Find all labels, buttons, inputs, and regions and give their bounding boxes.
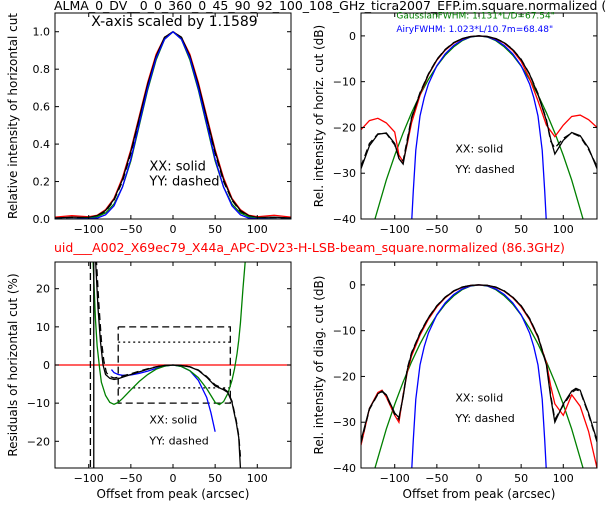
y-tick-label: −40 — [333, 213, 356, 226]
y-axis-label: Residuals of horizontal cut (%) — [6, 273, 20, 456]
x-tick-label: −50 — [425, 223, 448, 236]
x-tick-label: 50 — [208, 223, 222, 236]
series-line-0 — [55, 30, 291, 218]
x-tick-label: −50 — [425, 472, 448, 485]
y-tick-label: 0 — [43, 359, 50, 372]
series-line-4 — [361, 35, 597, 167]
y-tick-label: −30 — [333, 416, 356, 429]
y-tick-label: 0.6 — [33, 101, 51, 114]
series-line-2 — [55, 30, 291, 219]
y-tick-label: 0.8 — [33, 63, 51, 76]
axes-frame — [360, 12, 598, 220]
x-tick-label: 0 — [476, 223, 483, 236]
axes-frame — [360, 261, 598, 469]
series-group — [361, 284, 597, 468]
y-tick-label: −20 — [333, 121, 356, 134]
annotation-text: XX: solid — [149, 159, 206, 174]
series-line-1 — [55, 30, 291, 219]
x-tick-label: 0 — [170, 472, 177, 485]
y-tick-label: −40 — [333, 462, 356, 475]
y-tick-label: −10 — [333, 325, 356, 338]
series-group — [55, 262, 291, 468]
annotation-text: X-axis scaled by 1.1589 — [91, 14, 257, 30]
x-tick-label: −50 — [119, 472, 142, 485]
y-tick-label: 20 — [36, 283, 50, 296]
y-tick-label: −20 — [27, 435, 50, 448]
plot-grid: −100 −50 0 50 1000.00.20.40.60.81.0Relative … — [6, 11, 598, 501]
annotation-text: GaussianFWHM: 1.131*L/D=67.54" — [396, 11, 554, 21]
series-line-3 — [55, 30, 291, 219]
y-axis-label: Rel. intensity of horiz. cut (dB) — [312, 25, 326, 207]
annotation-text: YY: dashed — [148, 174, 219, 189]
y-tick-label: −10 — [333, 76, 356, 89]
x-tick-label: 50 — [514, 472, 528, 485]
x-tick-label: 50 — [514, 223, 528, 236]
x-tick-label: 100 — [247, 223, 268, 236]
annotation-text: XX: solid — [455, 392, 503, 405]
series-line-0 — [374, 35, 584, 219]
y-tick-label: 0.4 — [33, 138, 51, 151]
annotation-text: YY: dashed — [148, 434, 208, 447]
annotation-text: XX: solid — [455, 143, 503, 156]
x-tick-label: 50 — [208, 472, 222, 485]
x-tick-label: −100 — [380, 223, 410, 236]
y-axis-label: Relative intensity of horizontal cut — [6, 13, 20, 219]
figure-mid-title: uid___A002_X69ec79_X44a_APC-DV23-H-LSB-b… — [54, 240, 565, 255]
y-tick-label: 0 — [349, 30, 356, 43]
y-tick-label: −10 — [27, 397, 50, 410]
x-tick-label: −100 — [74, 472, 104, 485]
x-axis-label: Offset from peak (arcsec) — [97, 487, 250, 501]
y-tick-label: 0.0 — [33, 213, 51, 226]
series-line-1 — [411, 35, 547, 219]
series-group — [361, 35, 597, 219]
x-tick-label: −100 — [380, 472, 410, 485]
series-group — [55, 30, 291, 219]
annotation-text: YY: dashed — [454, 163, 514, 176]
series-line-7 — [95, 262, 242, 457]
x-tick-label: 0 — [476, 472, 483, 485]
x-axis-label: Offset from peak (arcsec) — [403, 487, 556, 501]
annotation-text: AiryFWHM: 1.023*L/10.7m=68.48" — [396, 25, 553, 35]
y-tick-label: −30 — [333, 167, 356, 180]
x-tick-label: 0 — [170, 223, 177, 236]
series-line-5 — [92, 262, 246, 406]
annotation-text: XX: solid — [149, 413, 197, 426]
y-tick-label: 0.2 — [33, 176, 51, 189]
x-tick-label: 100 — [553, 472, 574, 485]
series-line-4 — [55, 30, 291, 219]
y-tick-label: 1.0 — [33, 26, 51, 39]
x-tick-label: 100 — [553, 223, 574, 236]
x-tick-label: 100 — [247, 472, 268, 485]
y-tick-label: −20 — [333, 370, 356, 383]
series-line-0 — [374, 284, 584, 468]
y-axis-label: Rel. intensity of diag. cut (dB) — [312, 276, 326, 455]
chart-panel-p1: −100 −50 0 50 100 0.0 0.2 0.4 0.6 0.8 1.0 Relative … — [6, 12, 292, 236]
x-tick-label: −100 — [74, 223, 104, 236]
annotation-text: YY: dashed — [454, 412, 514, 425]
series-line-1 — [117, 326, 231, 404]
y-tick-label: 10 — [36, 321, 50, 334]
series-line-4 — [361, 284, 597, 443]
figure-top-title: ALMA_0_DV__0_0_360_0_45_90_92_100_108_GH… — [54, 0, 606, 13]
y-tick-label: 0 — [349, 279, 356, 292]
series-line-2 — [361, 284, 597, 468]
x-tick-label: −50 — [119, 223, 142, 236]
